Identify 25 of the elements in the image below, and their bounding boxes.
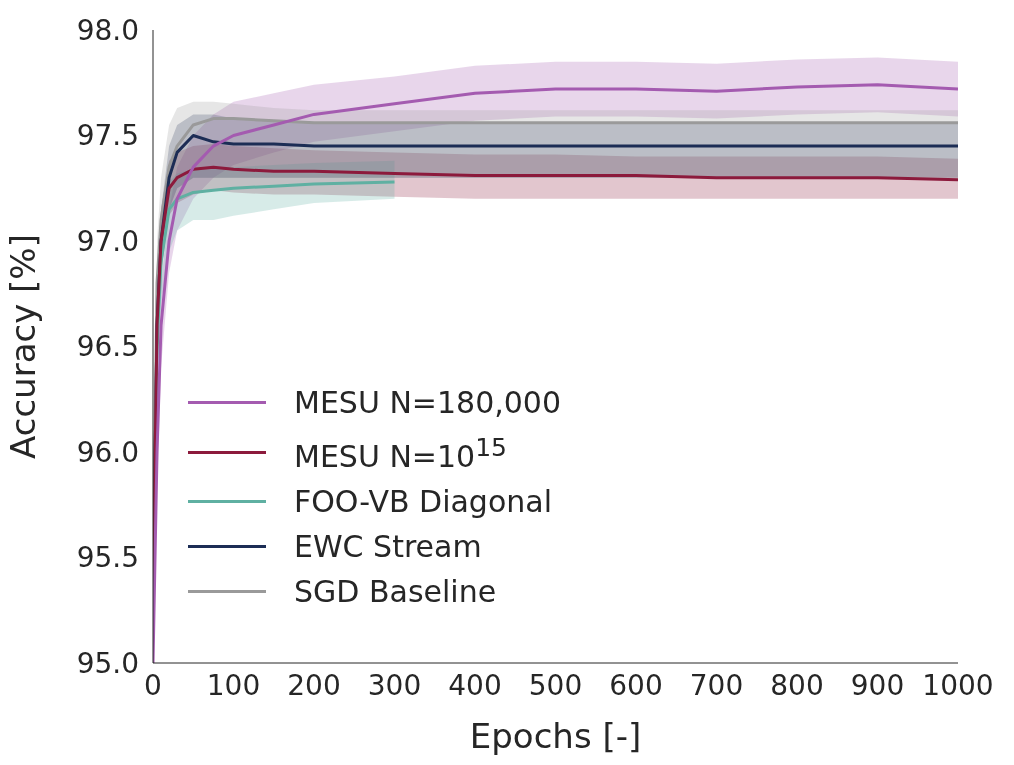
legend-label: MESU N=10$^{15}$ xyxy=(294,432,507,476)
x-tick-label: 400 xyxy=(448,668,502,702)
legend-label: SGD Baseline xyxy=(294,573,497,611)
x-tick-label: 800 xyxy=(770,668,824,702)
x-tick-label: 0 xyxy=(144,668,162,702)
y-tick-label: 97.0 xyxy=(76,224,139,258)
x-tick-label: 500 xyxy=(528,668,583,702)
legend-label: FOO-VB Diagonal xyxy=(294,483,552,521)
x-tick-label: 200 xyxy=(287,668,341,702)
x-axis-title: Epochs [-] xyxy=(469,716,642,756)
y-tick-label: 95.0 xyxy=(76,646,139,680)
x-tick-label: 100 xyxy=(206,668,261,702)
y-tick-label: 98.0 xyxy=(76,13,139,47)
x-tick-label: 300 xyxy=(367,668,422,702)
y-axis-title: Accuracy [%] xyxy=(3,234,44,459)
legend-label: MESU N=180,000 xyxy=(294,384,562,422)
x-tick-label: 900 xyxy=(850,668,905,702)
y-tick-label: 97.5 xyxy=(76,119,139,153)
y-tick-label: 96.5 xyxy=(76,330,139,364)
x-tick-label: 700 xyxy=(689,668,744,702)
x-tick-label: 1000 xyxy=(922,668,994,702)
y-tick-label: 95.5 xyxy=(76,541,139,575)
legend-label: EWC Stream xyxy=(294,528,482,566)
y-tick-label: 96.0 xyxy=(76,435,139,469)
x-tick-label: 600 xyxy=(609,668,663,702)
